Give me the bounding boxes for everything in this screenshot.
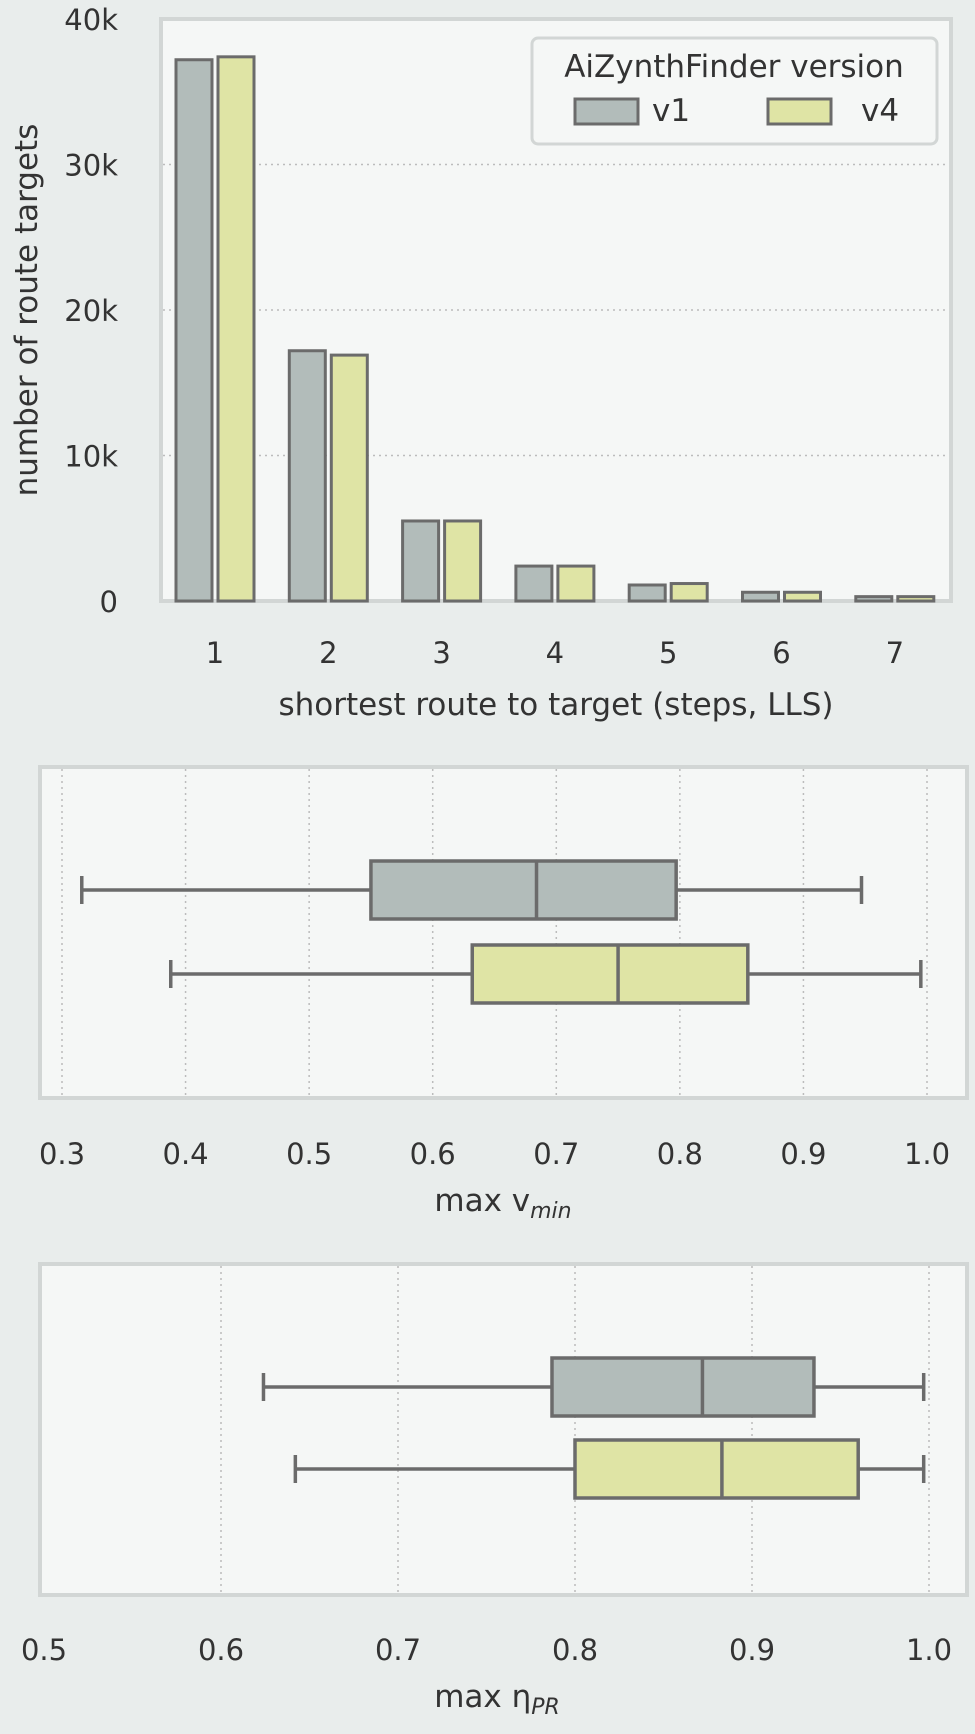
bar-v1-step-1 [174, 58, 214, 603]
vmin-label-sub: min [530, 1199, 572, 1224]
x-tick-label: 1 [206, 636, 224, 670]
bar-v1-step-7 [854, 595, 894, 603]
vmin-boxplot-gridlines [61, 769, 928, 1096]
legend-title: AiZynthFinder version [564, 49, 904, 85]
x-tick-label: 0.4 [163, 1137, 209, 1171]
eta-pr-boxplot-plot-area [38, 1262, 969, 1597]
legend-label-v1: v1 [652, 93, 690, 129]
box-v1 [550, 1356, 816, 1418]
eta-pr-boxplot-x-axis-label: max ηPR [434, 1679, 560, 1720]
bar-v4-step-6 [783, 590, 822, 603]
bar-v1-step-5 [627, 583, 667, 603]
bar-v4-step-3 [443, 519, 483, 603]
bar-v1-step-2 [287, 349, 327, 603]
x-tick-label: 0.8 [552, 1633, 598, 1667]
bar-v4-step-7 [896, 595, 936, 603]
x-tick-label: 0.5 [21, 1633, 67, 1667]
vmin-boxplot-x-axis-label: max vmin [434, 1183, 571, 1224]
eta-pr-boxplot-panel: 0.5 0.6 0.7 0.8 0.9 1.0 max ηPR [21, 1262, 969, 1720]
x-tick-label: 0.7 [375, 1633, 421, 1667]
vmin-boxplot-plot-area [38, 765, 969, 1100]
bar-chart-gridlines [163, 163, 949, 457]
y-tick-label: 0 [100, 585, 118, 619]
eta-pr-boxplot-boxes [261, 1356, 926, 1500]
bar-v1-step-4 [514, 564, 554, 603]
eta-pr-label-sub: PR [531, 1695, 560, 1720]
legend-swatch-v4 [766, 97, 833, 126]
box-v4 [573, 1438, 860, 1500]
vmin-boxplot-panel: 0.3 0.4 0.5 0.6 0.7 0.8 0.9 1.0 max vmin [38, 765, 969, 1224]
y-tick-label: 40k [64, 3, 118, 37]
x-tick-label: 4 [546, 636, 564, 670]
y-tick-label: 30k [64, 149, 118, 183]
x-tick-label: 0.8 [657, 1137, 703, 1171]
bar-chart-y-axis-label: number of route targets [9, 124, 45, 497]
bar-v4-step-4 [556, 564, 596, 603]
eta-pr-label-main: max η [434, 1679, 531, 1715]
box-v4 [470, 943, 750, 1005]
x-tick-label: 0.7 [533, 1137, 579, 1171]
bar-v4-step-5 [669, 582, 709, 603]
x-tick-label: 3 [432, 636, 450, 670]
bar-v1-step-3 [401, 519, 441, 603]
bar-chart-bars [174, 55, 936, 603]
legend-label-v4: v4 [861, 93, 899, 129]
x-tick-label: 0.6 [198, 1633, 244, 1667]
bar-chart-y-ticks: 0 10k 20k 30k 40k [64, 3, 118, 619]
eta-pr-boxplot-gridlines [220, 1266, 930, 1593]
x-tick-label: 1.0 [906, 1633, 952, 1667]
x-tick-label: 2 [319, 636, 337, 670]
bar-v4-step-1 [216, 55, 256, 603]
bar-chart-panel: 0 10k 20k 30k 40k 1 2 3 4 5 6 7 shortest route to … [9, 3, 953, 723]
bar-chart-legend: AiZynthFinder version v1 v4 [530, 36, 939, 146]
y-tick-label: 20k [64, 294, 118, 328]
x-tick-label: 0.9 [780, 1137, 826, 1171]
x-tick-label: 5 [659, 636, 677, 670]
bar-v1-step-6 [741, 590, 780, 603]
bar-v4-step-2 [329, 353, 369, 603]
x-tick-label: 0.3 [39, 1137, 85, 1171]
x-tick-label: 6 [772, 636, 790, 670]
legend-swatch-v1 [573, 97, 640, 126]
vmin-boxplot-boxes [80, 859, 923, 1005]
y-tick-label: 10k [64, 440, 118, 474]
x-tick-label: 7 [886, 636, 904, 670]
box-v1 [369, 859, 678, 921]
x-tick-label: 1.0 [904, 1137, 950, 1171]
bar-chart-x-ticks: 1 2 3 4 5 6 7 [206, 636, 904, 670]
x-tick-label: 0.9 [729, 1633, 775, 1667]
x-tick-label: 0.5 [286, 1137, 332, 1171]
eta-pr-boxplot-x-ticks: 0.5 0.6 0.7 0.8 0.9 1.0 [21, 1633, 952, 1667]
vmin-boxplot-x-ticks: 0.3 0.4 0.5 0.6 0.7 0.8 0.9 1.0 [39, 1137, 950, 1171]
bar-chart-x-axis-label: shortest route to target (steps, LLS) [278, 687, 833, 723]
x-tick-label: 0.6 [410, 1137, 456, 1171]
vmin-label-main: max v [434, 1183, 530, 1219]
